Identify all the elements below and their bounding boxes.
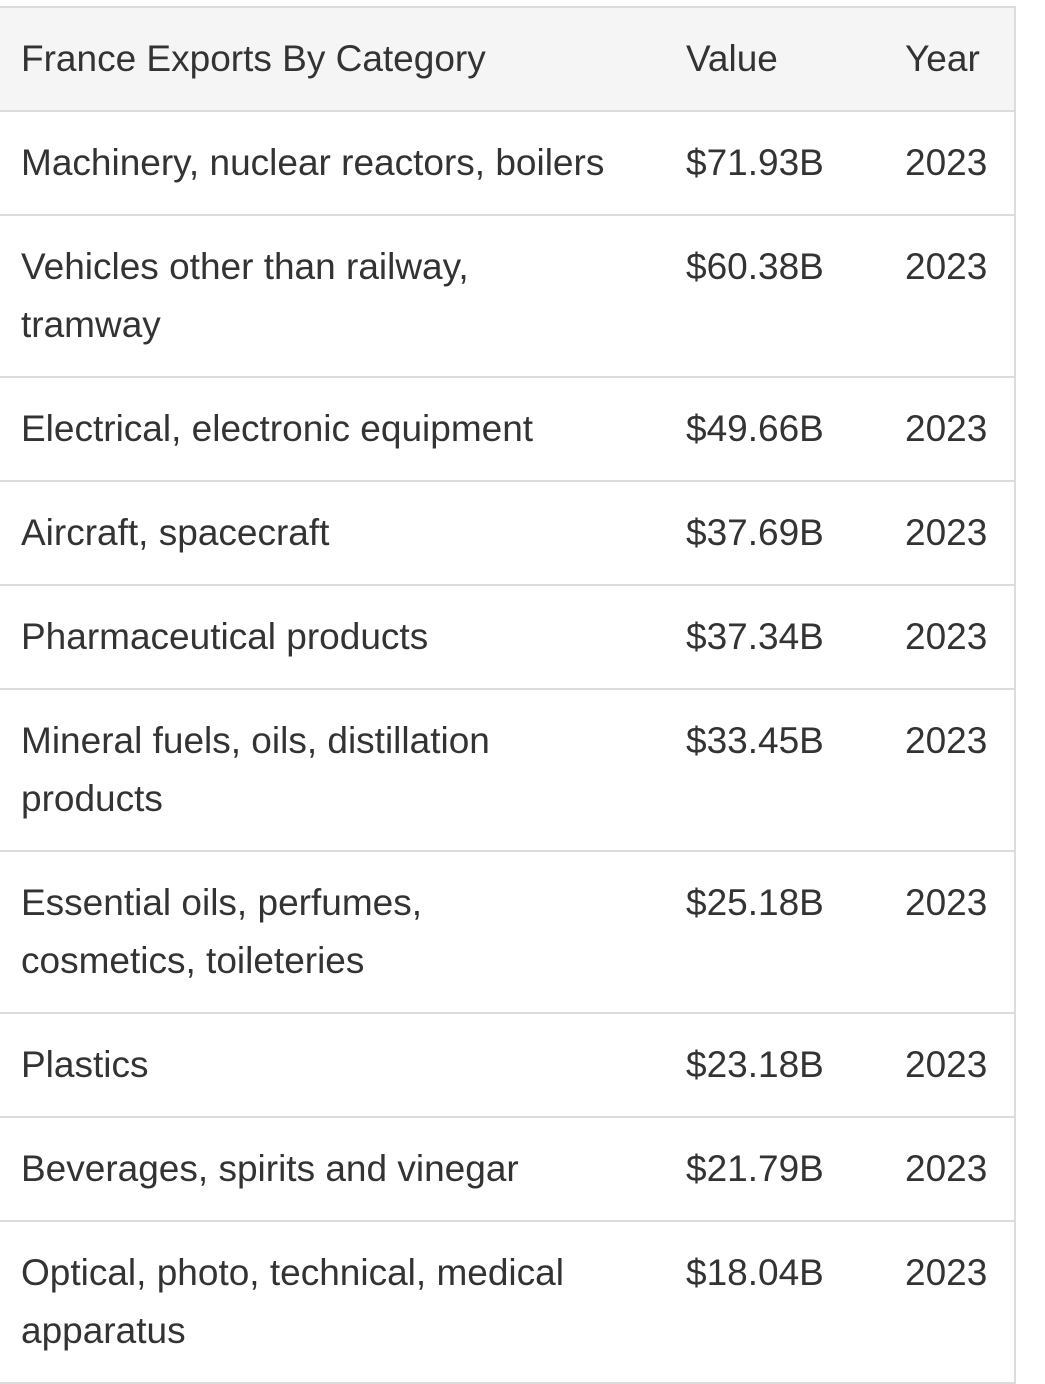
row-category: Mineral fuels, oils, distillation produc… xyxy=(0,689,664,852)
row-year: 2023 xyxy=(884,377,1014,482)
table-row: Pharmaceutical products $37.34B 2023 xyxy=(0,585,1014,690)
row-value: $71.93B xyxy=(664,111,884,216)
table-row: Beverages, spirits and vinegar $21.79B 2… xyxy=(0,1117,1014,1222)
row-value: $23.18B xyxy=(664,1013,884,1118)
row-year: 2023 xyxy=(884,481,1014,586)
row-value: $33.45B xyxy=(664,689,884,852)
header-category[interactable]: France Exports By Category xyxy=(0,8,664,112)
row-category: Pharmaceutical products xyxy=(0,585,664,690)
table-row: Mineral fuels, oils, distillation produc… xyxy=(0,689,1014,852)
row-year: 2023 xyxy=(884,1013,1014,1118)
row-year: 2023 xyxy=(884,1117,1014,1222)
row-category: Aircraft, spacecraft xyxy=(0,481,664,586)
row-year: 2023 xyxy=(884,1221,1014,1384)
row-category: Electrical, electronic equipment xyxy=(0,377,664,482)
row-value: $21.79B xyxy=(664,1117,884,1222)
table-row: Electrical, electronic equipment $49.66B… xyxy=(0,377,1014,482)
table-row: Machinery, nuclear reactors, boilers $71… xyxy=(0,111,1014,216)
row-category: Vehicles other than railway, tramway xyxy=(0,215,664,378)
row-year: 2023 xyxy=(884,689,1014,852)
table-row: Plastics $23.18B 2023 xyxy=(0,1013,1014,1118)
row-value: $25.18B xyxy=(664,851,884,1014)
exports-table-container: France Exports By Category Value Year Ma… xyxy=(0,6,1016,1384)
header-value[interactable]: Value xyxy=(664,8,884,112)
row-category: Essential oils, perfumes, cosmetics, toi… xyxy=(0,851,664,1014)
table-row: Aircraft, spacecraft $37.69B 2023 xyxy=(0,481,1014,586)
row-category: Optical, photo, technical, medical appar… xyxy=(0,1221,664,1384)
row-value: $18.04B xyxy=(664,1221,884,1384)
row-year: 2023 xyxy=(884,851,1014,1014)
table-row: Essential oils, perfumes, cosmetics, toi… xyxy=(0,851,1014,1014)
row-value: $60.38B xyxy=(664,215,884,378)
row-value: $37.34B xyxy=(664,585,884,690)
row-category: Plastics xyxy=(0,1013,664,1118)
table-row: Vehicles other than railway, tramway $60… xyxy=(0,215,1014,378)
table-row: Optical, photo, technical, medical appar… xyxy=(0,1221,1014,1384)
row-year: 2023 xyxy=(884,215,1014,378)
row-year: 2023 xyxy=(884,111,1014,216)
row-year: 2023 xyxy=(884,585,1014,690)
header-year[interactable]: Year xyxy=(884,8,1014,112)
exports-table: France Exports By Category Value Year Ma… xyxy=(0,8,1014,1384)
table-header-row: France Exports By Category Value Year xyxy=(0,8,1014,112)
row-value: $49.66B xyxy=(664,377,884,482)
row-value: $37.69B xyxy=(664,481,884,586)
row-category: Beverages, spirits and vinegar xyxy=(0,1117,664,1222)
row-category: Machinery, nuclear reactors, boilers xyxy=(0,111,664,216)
